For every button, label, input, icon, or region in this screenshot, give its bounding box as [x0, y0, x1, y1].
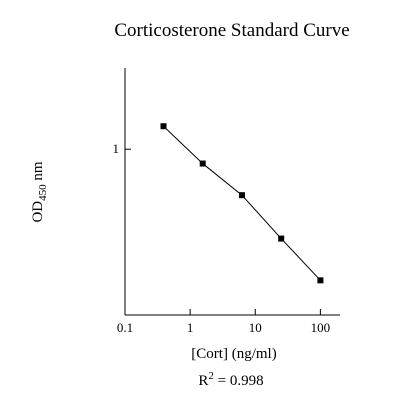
y-axis-title-suffix: nm	[30, 161, 46, 184]
r-squared-symbol: R	[198, 373, 208, 389]
x-tick-label-2: 10	[249, 320, 262, 335]
x-tick-label-1: 1	[187, 320, 194, 335]
x-axis-ticks: 0.1 1 10 100	[117, 309, 330, 335]
data-point-3	[278, 235, 285, 242]
data-point-2	[238, 192, 245, 199]
r-squared-annotation: R2 = 0.998	[198, 370, 263, 389]
chart-title: Corticosterone Standard Curve	[114, 20, 349, 41]
series-layer	[160, 123, 324, 284]
data-point-1	[199, 160, 206, 167]
y-axis-ticks: 1	[113, 141, 131, 156]
x-tick-label-3: 100	[311, 320, 331, 335]
x-axis-title: [Cort] (ng/ml)	[191, 346, 276, 362]
data-point-4	[317, 277, 324, 284]
series-0-line	[163, 125, 321, 281]
data-point-0	[160, 123, 167, 130]
plot-area	[124, 68, 340, 316]
y-axis-title-subscript: 450	[37, 184, 49, 201]
y-axis-title-prefix: OD	[30, 201, 46, 223]
y-axis-title: OD450 nm	[30, 161, 49, 222]
r-squared-value: = 0.998	[214, 373, 264, 389]
x-tick-label-0: 0.1	[117, 320, 133, 335]
y-tick-label-0: 1	[113, 141, 120, 156]
r-squared-superscript: 2	[208, 370, 214, 382]
